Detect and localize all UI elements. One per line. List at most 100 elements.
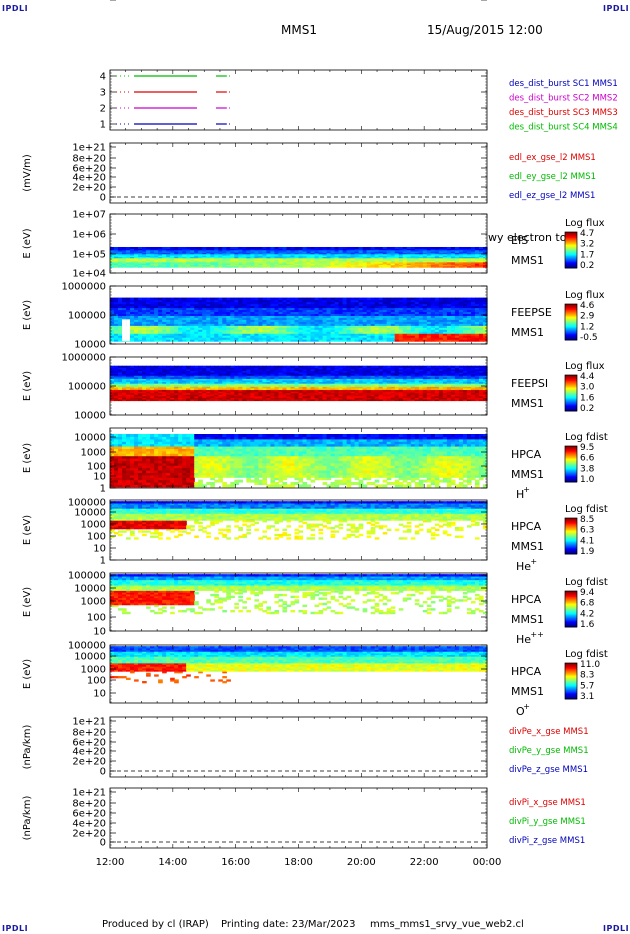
heatmap-cell xyxy=(306,265,312,268)
heatmap-cell xyxy=(370,249,376,252)
heatmap-cell xyxy=(390,325,396,328)
heatmap-cell xyxy=(402,325,408,328)
heatmap-cell xyxy=(430,319,436,322)
heatmap-cell xyxy=(186,307,191,311)
corner-mark-bottom-left: IPDLI xyxy=(2,924,29,933)
heatmap-cell xyxy=(162,370,167,373)
heatmap-cell xyxy=(218,265,223,268)
colorbar-tick-label: 1.2 xyxy=(580,322,594,332)
heatmap-cell xyxy=(466,246,472,249)
heatmap-cell xyxy=(346,251,352,253)
heatmap-cell xyxy=(438,249,444,252)
heatmap-cell xyxy=(478,327,484,330)
heatmap-cell xyxy=(134,337,139,340)
heatmap-cell xyxy=(238,309,243,313)
heatmap-cell xyxy=(290,329,296,332)
heatmap-cell xyxy=(418,327,424,330)
heatmap-cell xyxy=(262,256,268,259)
heatmap-cell xyxy=(386,255,392,257)
heatmap-cell xyxy=(262,397,268,400)
heatmap-cell xyxy=(130,317,135,320)
heatmap-cell xyxy=(402,257,408,260)
colorbar-swatch xyxy=(565,332,577,335)
heatmap-cell xyxy=(214,391,219,394)
heatmap-cell xyxy=(386,246,392,249)
heatmap-cell xyxy=(234,323,239,326)
heatmap-cell xyxy=(210,331,215,334)
heatmap-cell xyxy=(346,257,352,260)
heatmap-cell xyxy=(214,255,219,257)
heatmap-cell xyxy=(290,257,296,260)
heatmap-cell xyxy=(370,329,376,332)
heatmap-cell xyxy=(222,246,227,249)
heatmap-cell xyxy=(290,301,296,305)
heatmap-cell xyxy=(250,391,255,394)
heatmap-cell xyxy=(454,263,460,266)
heatmap-cell xyxy=(190,373,195,376)
heatmap-cell xyxy=(110,249,115,252)
heatmap-cell xyxy=(446,253,452,256)
heatmap-cell xyxy=(150,379,155,383)
heatmap-cell xyxy=(118,397,123,400)
heatmap-cell xyxy=(126,370,131,373)
heatmap-cell xyxy=(266,256,272,259)
heatmap-cell xyxy=(414,265,420,268)
heatmap-cell xyxy=(186,260,191,263)
heatmap-cell xyxy=(182,386,187,389)
heatmap-cell xyxy=(258,398,263,402)
heatmap-cell xyxy=(418,259,424,261)
heatmap-cell xyxy=(238,389,243,392)
heatmap-cell xyxy=(318,335,324,338)
heatmap-cell xyxy=(222,255,227,257)
heatmap-cell xyxy=(190,372,195,375)
heatmap-cell xyxy=(154,395,159,398)
heatmap-cell xyxy=(358,309,364,313)
colorbar-tick-label: -0.5 xyxy=(580,333,598,343)
heatmap-cell xyxy=(314,265,320,268)
colorbar-swatch xyxy=(565,253,577,256)
heatmap-cell xyxy=(290,256,296,259)
heatmap-cell xyxy=(454,329,460,332)
heatmap-cell xyxy=(146,253,151,256)
heatmap-cell xyxy=(350,260,356,263)
y-tick-label: 4e+20 xyxy=(72,173,106,184)
heatmap-cell xyxy=(154,319,159,322)
heatmap-cell xyxy=(262,381,268,384)
heatmap-cell xyxy=(154,398,159,402)
heatmap-cell xyxy=(374,337,380,340)
heatmap-cell xyxy=(430,325,436,328)
heatmap-cell xyxy=(370,259,376,261)
heatmap-cell xyxy=(182,389,187,392)
heatmap-cell xyxy=(346,249,352,252)
heatmap-cell xyxy=(330,329,336,332)
heatmap-cell xyxy=(226,303,231,307)
heatmap-cell xyxy=(186,299,191,303)
heatmap-cell xyxy=(474,327,480,330)
heatmap-cell xyxy=(422,255,428,257)
heatmap-cell xyxy=(182,257,187,260)
y-tick-label: 1000000 xyxy=(61,282,106,293)
heatmap-cell xyxy=(294,264,300,267)
heatmap-cell xyxy=(298,323,304,326)
heatmap-cell xyxy=(158,251,163,253)
colorbar-swatch xyxy=(565,257,577,259)
heatmap-cell xyxy=(274,252,280,255)
heatmap-cell xyxy=(454,252,460,255)
heatmap-cell xyxy=(442,246,448,249)
heatmap-cell xyxy=(474,333,480,336)
heatmap-cell xyxy=(166,383,171,386)
heatmap-cell xyxy=(322,252,328,255)
heatmap-cell xyxy=(462,264,468,267)
heatmap-cell xyxy=(378,252,384,255)
heatmap-cell xyxy=(350,297,356,301)
heatmap-cell xyxy=(298,317,304,320)
heatmap-cell xyxy=(378,264,384,267)
heatmap-cell xyxy=(458,264,464,267)
heatmap-cell xyxy=(294,327,300,330)
heatmap-cell xyxy=(454,315,460,318)
heatmap-cell xyxy=(438,252,444,255)
heatmap-cell xyxy=(214,305,219,309)
heatmap-cell xyxy=(174,383,179,386)
heatmap-cell xyxy=(470,263,476,266)
heatmap-cell xyxy=(110,367,115,370)
